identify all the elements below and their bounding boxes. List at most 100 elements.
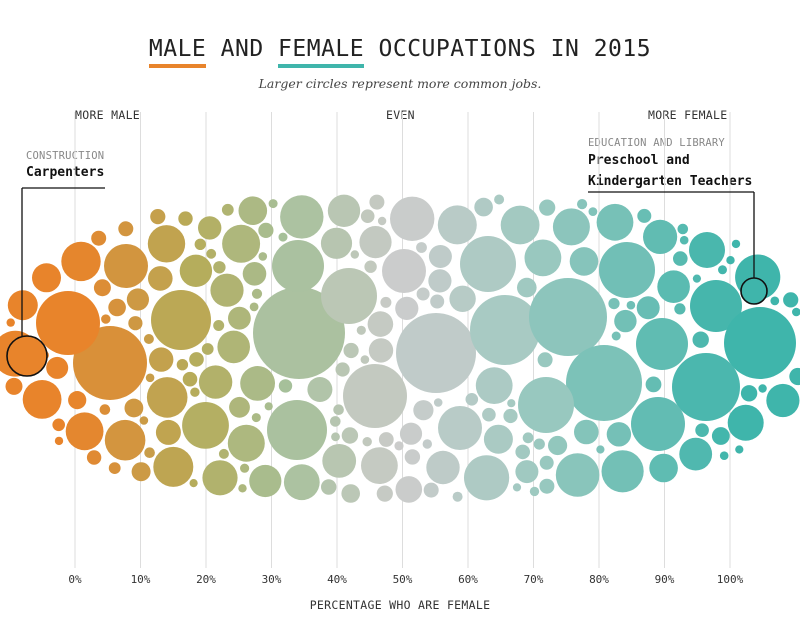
occupation-bubble[interactable] [258,252,268,261]
occupation-bubble[interactable] [343,342,359,359]
occupation-bubble[interactable] [428,245,452,268]
occupation-bubble[interactable] [792,307,800,317]
occupation-bubble[interactable] [331,432,340,442]
occupation-bubble[interactable] [645,376,662,393]
occupation-bubble[interactable] [626,300,636,310]
occupation-bubble[interactable] [144,447,155,459]
occupation-bubble[interactable] [517,277,537,298]
occupation-bubble[interactable] [606,422,632,447]
occupation-bubble[interactable] [537,352,553,368]
occupation-bubble[interactable] [147,225,186,263]
occupation-bubble[interactable] [674,303,686,315]
occupation-bubble[interactable] [533,438,545,450]
occupation-bubble[interactable] [68,391,87,410]
occupation-bubble[interactable] [343,364,407,428]
occupation-bubble[interactable] [512,483,522,492]
occupation-bubble[interactable] [118,221,134,237]
occupation-bubble[interactable] [599,242,655,298]
occupation-bubble[interactable] [494,194,505,205]
occupation-bubble[interactable] [360,209,375,223]
occupation-bubble[interactable] [364,260,377,273]
occupation-bubble[interactable] [376,485,393,502]
occupation-bubble[interactable] [601,450,644,493]
occupation-bubble[interactable] [251,413,261,423]
occupation-bubble[interactable] [198,216,222,240]
occupation-bubble[interactable] [202,460,238,496]
occupation-bubble[interactable] [217,330,250,364]
occupation-bubble[interactable] [322,444,357,478]
occupation-bubble[interactable] [433,398,443,407]
occupation-bubble[interactable] [637,208,652,223]
occupation-bubble[interactable] [99,404,111,415]
occupation-bubble[interactable] [475,367,513,404]
occupation-bubble[interactable] [91,230,107,246]
occupation-bubble[interactable] [460,236,516,292]
occupation-bubble[interactable] [240,463,250,473]
occupation-bubble[interactable] [362,437,372,447]
occupation-bubble[interactable] [689,232,725,268]
occupation-bubble[interactable] [333,404,344,416]
occupation-bubble[interactable] [539,455,554,470]
occupation-bubble[interactable] [124,398,144,418]
occupation-bubble[interactable] [430,294,445,309]
occupation-bubble[interactable] [22,380,62,419]
occupation-bubble[interactable] [649,453,678,483]
occupation-bubble[interactable] [515,460,539,484]
occupation-bubble[interactable] [321,268,377,324]
occupation-bubble[interactable] [101,314,111,324]
occupation-bubble[interactable] [483,424,513,454]
occupation-bubble[interactable] [378,432,394,447]
occupation-bubble[interactable] [539,199,556,216]
occupation-bubble[interactable] [692,331,709,348]
occupation-bubble[interactable] [341,427,359,444]
occupation-bubble[interactable] [390,196,435,241]
occupation-bubble[interactable] [361,447,398,484]
occupation-bubble[interactable] [128,316,143,331]
occupation-bubble[interactable] [719,451,729,461]
occupation-bubble[interactable] [413,400,434,421]
occupation-bubble[interactable] [249,302,259,312]
occupation-bubble[interactable] [588,207,598,217]
occupation-bubble[interactable] [465,393,479,406]
occupation-bubble[interactable] [268,199,278,209]
occupation-bubble[interactable] [360,355,370,364]
occupation-bubble[interactable] [359,226,392,259]
occupation-bubble[interactable] [692,274,702,283]
occupation-bubble[interactable] [221,203,234,216]
occupation-bubble[interactable] [395,476,423,503]
occupation-bubble[interactable] [222,224,261,263]
occupation-bubble[interactable] [93,279,111,297]
occupation-bubble[interactable] [643,219,678,254]
occupation-bubble[interactable] [131,462,151,482]
occupation-bubble[interactable] [766,383,800,418]
occupation-bubble[interactable] [426,450,460,485]
occupation-bubble[interactable] [631,397,685,451]
occupation-bubble[interactable] [539,478,555,494]
occupation-bubble[interactable] [677,223,689,235]
occupation-bubble[interactable] [278,232,288,242]
occupation-bubble[interactable] [238,484,247,493]
occupation-bubble[interactable] [690,280,742,332]
occupation-bubble[interactable] [395,296,419,320]
occupation-bubble[interactable] [569,247,599,276]
occupation-bubble[interactable] [731,239,741,249]
occupation-bubble[interactable] [280,195,324,239]
occupation-bubble[interactable] [636,296,660,320]
occupation-bubble[interactable] [178,211,193,226]
occupation-bubble[interactable] [150,209,166,225]
occupation-bubble[interactable] [394,441,404,451]
occupation-bubble[interactable] [283,464,320,501]
occupation-bubble[interactable] [524,239,562,277]
occupation-bubble[interactable] [522,432,534,444]
occupation-bubble[interactable] [143,334,154,344]
occupation-bubble[interactable] [380,296,392,308]
occupation-bubble[interactable] [253,287,345,379]
occupation-bubble[interactable] [529,486,540,497]
occupation-bubble[interactable] [213,320,225,331]
occupation-bubble[interactable] [54,436,64,446]
occupation-bubble[interactable] [194,238,206,250]
occupation-bubble[interactable] [356,325,366,335]
occupation-bubble[interactable] [679,437,713,471]
occupation-bubble[interactable] [182,371,198,387]
occupation-bubble[interactable] [577,199,588,210]
